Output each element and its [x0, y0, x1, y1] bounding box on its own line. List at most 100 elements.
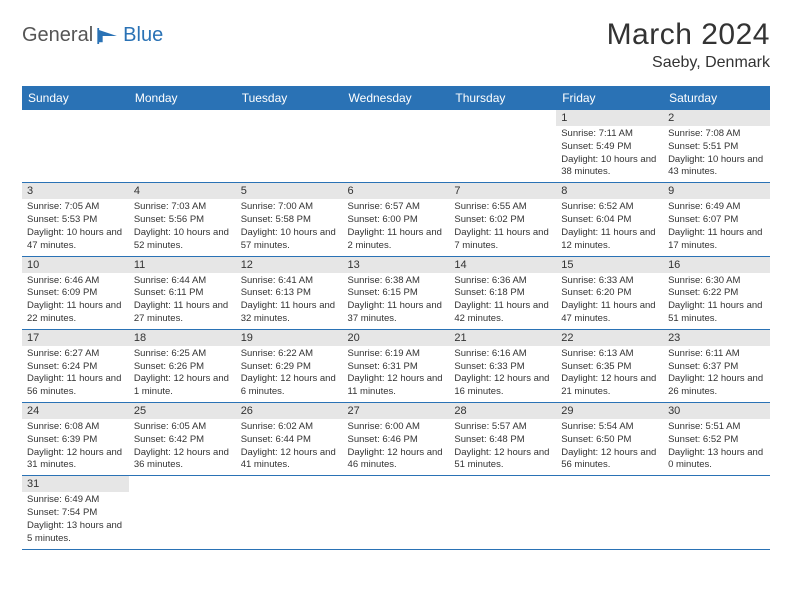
calendar-day-cell: 11Sunrise: 6:44 AMSunset: 6:11 PMDayligh… — [129, 256, 236, 329]
day-details: Sunrise: 6:49 AMSunset: 6:07 PMDaylight:… — [663, 199, 770, 255]
day-details: Sunrise: 6:02 AMSunset: 6:44 PMDaylight:… — [236, 419, 343, 475]
daylight-text: Daylight: 10 hours and 38 minutes. — [561, 154, 658, 180]
calendar-day-cell: 15Sunrise: 6:33 AMSunset: 6:20 PMDayligh… — [556, 256, 663, 329]
daylight-text: Daylight: 12 hours and 6 minutes. — [241, 373, 338, 399]
sunrise-text: Sunrise: 6:55 AM — [454, 201, 551, 214]
day-number: 24 — [22, 403, 129, 419]
daylight-text: Daylight: 12 hours and 11 minutes. — [348, 373, 445, 399]
day-number: 16 — [663, 257, 770, 273]
sunset-text: Sunset: 6:29 PM — [241, 361, 338, 374]
day-details: Sunrise: 6:44 AMSunset: 6:11 PMDaylight:… — [129, 273, 236, 329]
day-number — [129, 110, 236, 126]
sunset-text: Sunset: 5:53 PM — [27, 214, 124, 227]
day-number: 5 — [236, 183, 343, 199]
day-details: Sunrise: 6:30 AMSunset: 6:22 PMDaylight:… — [663, 273, 770, 329]
calendar-day-cell: 27Sunrise: 6:00 AMSunset: 6:46 PMDayligh… — [343, 403, 450, 476]
calendar-day-cell — [663, 476, 770, 549]
day-number: 29 — [556, 403, 663, 419]
sunset-text: Sunset: 6:09 PM — [27, 287, 124, 300]
sunrise-text: Sunrise: 6:44 AM — [134, 275, 231, 288]
daylight-text: Daylight: 13 hours and 0 minutes. — [668, 447, 765, 473]
day-number: 7 — [449, 183, 556, 199]
sunrise-text: Sunrise: 7:03 AM — [134, 201, 231, 214]
day-details: Sunrise: 5:51 AMSunset: 6:52 PMDaylight:… — [663, 419, 770, 475]
day-number: 14 — [449, 257, 556, 273]
daylight-text: Daylight: 12 hours and 1 minute. — [134, 373, 231, 399]
calendar-day-cell — [22, 110, 129, 183]
day-number: 4 — [129, 183, 236, 199]
day-details: Sunrise: 7:05 AMSunset: 5:53 PMDaylight:… — [22, 199, 129, 255]
sunset-text: Sunset: 6:04 PM — [561, 214, 658, 227]
day-details: Sunrise: 6:57 AMSunset: 6:00 PMDaylight:… — [343, 199, 450, 255]
sunrise-text: Sunrise: 7:08 AM — [668, 128, 765, 141]
daylight-text: Daylight: 12 hours and 26 minutes. — [668, 373, 765, 399]
calendar-day-cell: 22Sunrise: 6:13 AMSunset: 6:35 PMDayligh… — [556, 329, 663, 402]
sunrise-text: Sunrise: 6:11 AM — [668, 348, 765, 361]
calendar-day-cell: 1Sunrise: 7:11 AMSunset: 5:49 PMDaylight… — [556, 110, 663, 183]
day-details: Sunrise: 5:57 AMSunset: 6:48 PMDaylight:… — [449, 419, 556, 475]
calendar-day-cell: 2Sunrise: 7:08 AMSunset: 5:51 PMDaylight… — [663, 110, 770, 183]
calendar-week-row: 31Sunrise: 6:49 AMSunset: 7:54 PMDayligh… — [22, 476, 770, 549]
weekday-header: Monday — [129, 86, 236, 110]
sunset-text: Sunset: 6:00 PM — [348, 214, 445, 227]
calendar-day-cell — [556, 476, 663, 549]
day-number: 3 — [22, 183, 129, 199]
daylight-text: Daylight: 11 hours and 12 minutes. — [561, 227, 658, 253]
day-number: 25 — [129, 403, 236, 419]
sunrise-text: Sunrise: 6:16 AM — [454, 348, 551, 361]
day-number — [22, 110, 129, 126]
day-number: 8 — [556, 183, 663, 199]
daylight-text: Daylight: 12 hours and 21 minutes. — [561, 373, 658, 399]
day-details: Sunrise: 6:41 AMSunset: 6:13 PMDaylight:… — [236, 273, 343, 329]
day-details: Sunrise: 6:08 AMSunset: 6:39 PMDaylight:… — [22, 419, 129, 475]
sunrise-text: Sunrise: 7:05 AM — [27, 201, 124, 214]
sunset-text: Sunset: 6:42 PM — [134, 434, 231, 447]
calendar-week-row: 24Sunrise: 6:08 AMSunset: 6:39 PMDayligh… — [22, 403, 770, 476]
sunrise-text: Sunrise: 5:54 AM — [561, 421, 658, 434]
calendar-day-cell: 18Sunrise: 6:25 AMSunset: 6:26 PMDayligh… — [129, 329, 236, 402]
day-details: Sunrise: 6:19 AMSunset: 6:31 PMDaylight:… — [343, 346, 450, 402]
calendar-day-cell — [449, 110, 556, 183]
sunrise-text: Sunrise: 6:22 AM — [241, 348, 338, 361]
calendar-day-cell: 5Sunrise: 7:00 AMSunset: 5:58 PMDaylight… — [236, 183, 343, 256]
day-number — [663, 476, 770, 492]
month-title: March 2024 — [607, 18, 770, 52]
calendar-day-cell: 16Sunrise: 6:30 AMSunset: 6:22 PMDayligh… — [663, 256, 770, 329]
daylight-text: Daylight: 11 hours and 17 minutes. — [668, 227, 765, 253]
sunrise-text: Sunrise: 6:41 AM — [241, 275, 338, 288]
day-number: 15 — [556, 257, 663, 273]
day-details: Sunrise: 6:52 AMSunset: 6:04 PMDaylight:… — [556, 199, 663, 255]
day-number — [236, 476, 343, 492]
calendar-day-cell: 14Sunrise: 6:36 AMSunset: 6:18 PMDayligh… — [449, 256, 556, 329]
day-number: 6 — [343, 183, 450, 199]
day-details: Sunrise: 6:33 AMSunset: 6:20 PMDaylight:… — [556, 273, 663, 329]
calendar-day-cell: 25Sunrise: 6:05 AMSunset: 6:42 PMDayligh… — [129, 403, 236, 476]
day-details: Sunrise: 6:13 AMSunset: 6:35 PMDaylight:… — [556, 346, 663, 402]
day-number: 23 — [663, 330, 770, 346]
day-details: Sunrise: 6:49 AMSunset: 7:54 PMDaylight:… — [22, 492, 129, 548]
calendar-day-cell: 31Sunrise: 6:49 AMSunset: 7:54 PMDayligh… — [22, 476, 129, 549]
flag-icon — [97, 28, 119, 44]
day-details: Sunrise: 6:11 AMSunset: 6:37 PMDaylight:… — [663, 346, 770, 402]
day-details: Sunrise: 7:03 AMSunset: 5:56 PMDaylight:… — [129, 199, 236, 255]
calendar-day-cell: 26Sunrise: 6:02 AMSunset: 6:44 PMDayligh… — [236, 403, 343, 476]
daylight-text: Daylight: 13 hours and 5 minutes. — [27, 520, 124, 546]
daylight-text: Daylight: 10 hours and 47 minutes. — [27, 227, 124, 253]
day-details: Sunrise: 6:36 AMSunset: 6:18 PMDaylight:… — [449, 273, 556, 329]
calendar-day-cell: 30Sunrise: 5:51 AMSunset: 6:52 PMDayligh… — [663, 403, 770, 476]
day-details: Sunrise: 7:11 AMSunset: 5:49 PMDaylight:… — [556, 126, 663, 182]
sunset-text: Sunset: 6:37 PM — [668, 361, 765, 374]
sunrise-text: Sunrise: 6:02 AM — [241, 421, 338, 434]
location: Saeby, Denmark — [607, 54, 770, 72]
day-details: Sunrise: 6:16 AMSunset: 6:33 PMDaylight:… — [449, 346, 556, 402]
sunrise-text: Sunrise: 6:30 AM — [668, 275, 765, 288]
day-details: Sunrise: 6:46 AMSunset: 6:09 PMDaylight:… — [22, 273, 129, 329]
sunrise-text: Sunrise: 6:49 AM — [668, 201, 765, 214]
day-number — [129, 476, 236, 492]
calendar-day-cell: 28Sunrise: 5:57 AMSunset: 6:48 PMDayligh… — [449, 403, 556, 476]
calendar-day-cell: 17Sunrise: 6:27 AMSunset: 6:24 PMDayligh… — [22, 329, 129, 402]
header: General Blue March 2024 Saeby, Denmark — [22, 18, 770, 72]
daylight-text: Daylight: 11 hours and 7 minutes. — [454, 227, 551, 253]
sunset-text: Sunset: 6:46 PM — [348, 434, 445, 447]
daylight-text: Daylight: 11 hours and 37 minutes. — [348, 300, 445, 326]
